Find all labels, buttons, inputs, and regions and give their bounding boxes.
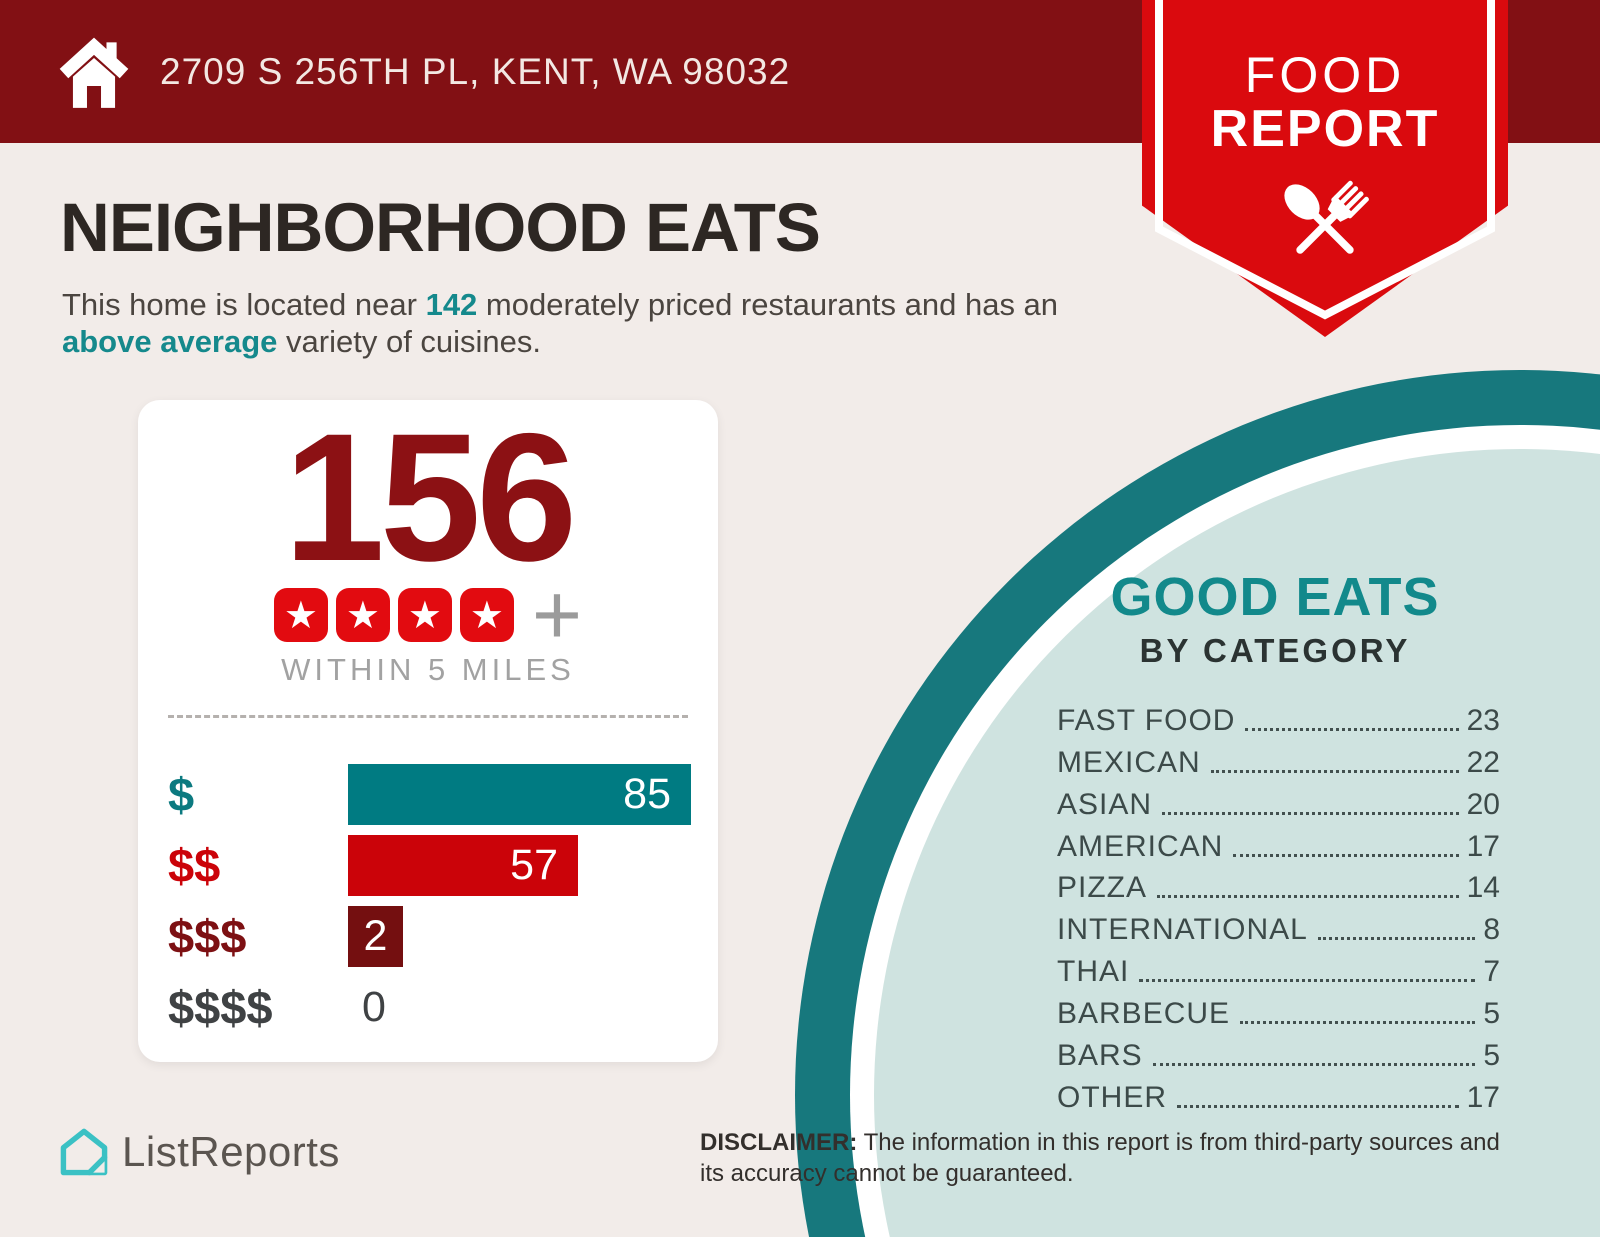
price-bar-chart: $ 85 $$ 57 $$$ 2 $$$$ 0 — [168, 764, 691, 1048]
category-value: 23 — [1466, 703, 1500, 737]
price-bar-3: 2 — [348, 906, 403, 967]
listreports-logo: ListReports — [58, 1126, 340, 1178]
price-row-4: $$$$ 0 — [168, 977, 691, 1038]
intro-post: variety of cuisines. — [277, 324, 542, 359]
category-value: 17 — [1466, 1080, 1500, 1114]
category-row: INTERNATIONAL 8 — [1057, 907, 1500, 949]
category-label: ASIAN — [1057, 787, 1153, 821]
category-row: OTHER 17 — [1057, 1075, 1500, 1117]
price-label-1: $ — [168, 768, 195, 821]
category-label: BARBECUE — [1057, 997, 1231, 1031]
disclaimer-text: The information in this report is from t… — [700, 1129, 1500, 1187]
total-restaurants: 156 — [283, 395, 578, 599]
intro-text: This home is located near 142 moderately… — [62, 286, 1102, 360]
star-icon: ★ — [459, 588, 514, 642]
category-value: 5 — [1483, 997, 1500, 1031]
category-row: BARS 5 — [1057, 1033, 1500, 1075]
intro-highlight: above average — [62, 324, 278, 359]
intro-count: 142 — [425, 287, 478, 322]
category-row: MEXICAN 22 — [1057, 740, 1500, 782]
category-label: OTHER — [1057, 1080, 1167, 1114]
category-label: BARS — [1057, 1039, 1143, 1073]
page-title: NEIGHBORHOOD EATS — [60, 189, 821, 266]
price-value-4: 0 — [362, 983, 386, 1031]
category-row: FAST FOOD 23 — [1057, 698, 1500, 740]
home-icon — [59, 37, 129, 108]
category-row: THAI 7 — [1057, 949, 1500, 991]
radius-label: WITHIN 5 MILES — [281, 652, 575, 687]
plus-icon: + — [531, 567, 583, 663]
category-label: PIZZA — [1057, 871, 1148, 905]
ribbon-word-report: REPORT — [1210, 100, 1440, 158]
dashed-divider — [168, 715, 688, 718]
dot-leader — [1139, 979, 1476, 983]
category-value: 14 — [1466, 871, 1500, 905]
category-value: 5 — [1483, 1039, 1500, 1073]
stats-card: 156 ★ ★ ★ ★ + WITHIN 5 MILES $ 85 $$ 57 $$$ … — [138, 400, 718, 1062]
listreports-house-icon — [60, 1128, 108, 1176]
dot-leader — [1157, 895, 1459, 899]
category-value: 8 — [1483, 913, 1500, 947]
good-eats-title: GOOD EATS — [1110, 567, 1440, 627]
food-report-ribbon: FOOD REPORT — [1142, 0, 1508, 337]
price-label-2: $$ — [168, 839, 221, 892]
category-row: PIZZA 14 — [1057, 866, 1500, 908]
dot-leader — [1233, 853, 1459, 857]
dot-leader — [1317, 937, 1476, 941]
category-label: AMERICAN — [1057, 829, 1224, 863]
property-address: 2709 S 256TH PL, KENT, WA 98032 — [160, 51, 791, 92]
dot-leader — [1162, 811, 1459, 815]
star-icon: ★ — [273, 588, 328, 642]
price-label-3: $$$ — [168, 910, 247, 963]
category-label: MEXICAN — [1057, 745, 1201, 779]
ribbon-word-food: FOOD — [1244, 47, 1406, 103]
dot-leader — [1152, 1063, 1476, 1067]
brand-name: ListReports — [122, 1128, 340, 1175]
dot-leader — [1240, 1021, 1476, 1025]
star-rating: ★ ★ ★ ★ + — [138, 567, 718, 663]
dot-leader — [1245, 727, 1459, 731]
good-eats-subtitle: BY CATEGORY — [1139, 632, 1411, 669]
price-row-3: $$$ 2 — [168, 906, 691, 967]
price-row-2: $$ 57 — [168, 835, 691, 896]
intro-pre: This home is located near — [62, 287, 426, 322]
category-row: ASIAN 20 — [1057, 782, 1500, 824]
price-row-1: $ 85 — [168, 764, 691, 825]
category-label: THAI — [1057, 955, 1130, 989]
intro-mid: moderately priced restaurants and has an — [477, 287, 1059, 322]
good-eats-list: FAST FOOD 23 MEXICAN 22 ASIAN 20 AMERICAN 17… — [1040, 698, 1510, 1117]
category-value: 22 — [1466, 745, 1500, 779]
category-value: 7 — [1483, 955, 1500, 989]
category-row: BARBECUE 5 — [1057, 991, 1500, 1033]
dot-leader — [1210, 769, 1459, 773]
dot-leader — [1177, 1104, 1459, 1108]
star-icon: ★ — [397, 588, 452, 642]
ribbon-outline — [1155, 0, 1495, 320]
price-label-4: $$$$ — [168, 981, 273, 1034]
good-eats-panel: GOOD EATS BY CATEGORY FAST FOOD 23 MEXICA… — [1040, 566, 1510, 1117]
category-row: AMERICAN 17 — [1057, 824, 1500, 866]
price-bar-2: 57 — [348, 835, 578, 896]
price-bar-1: 85 — [348, 764, 691, 825]
star-icon: ★ — [335, 588, 390, 642]
category-value: 20 — [1466, 787, 1500, 821]
disclaimer-label: DISCLAIMER: — [700, 1129, 858, 1156]
category-label: FAST FOOD — [1057, 703, 1236, 737]
category-value: 17 — [1466, 829, 1500, 863]
spoon-fork-icon — [1284, 180, 1369, 254]
category-label: INTERNATIONAL — [1057, 913, 1308, 947]
disclaimer: DISCLAIMER: The information in this repo… — [700, 1127, 1530, 1189]
